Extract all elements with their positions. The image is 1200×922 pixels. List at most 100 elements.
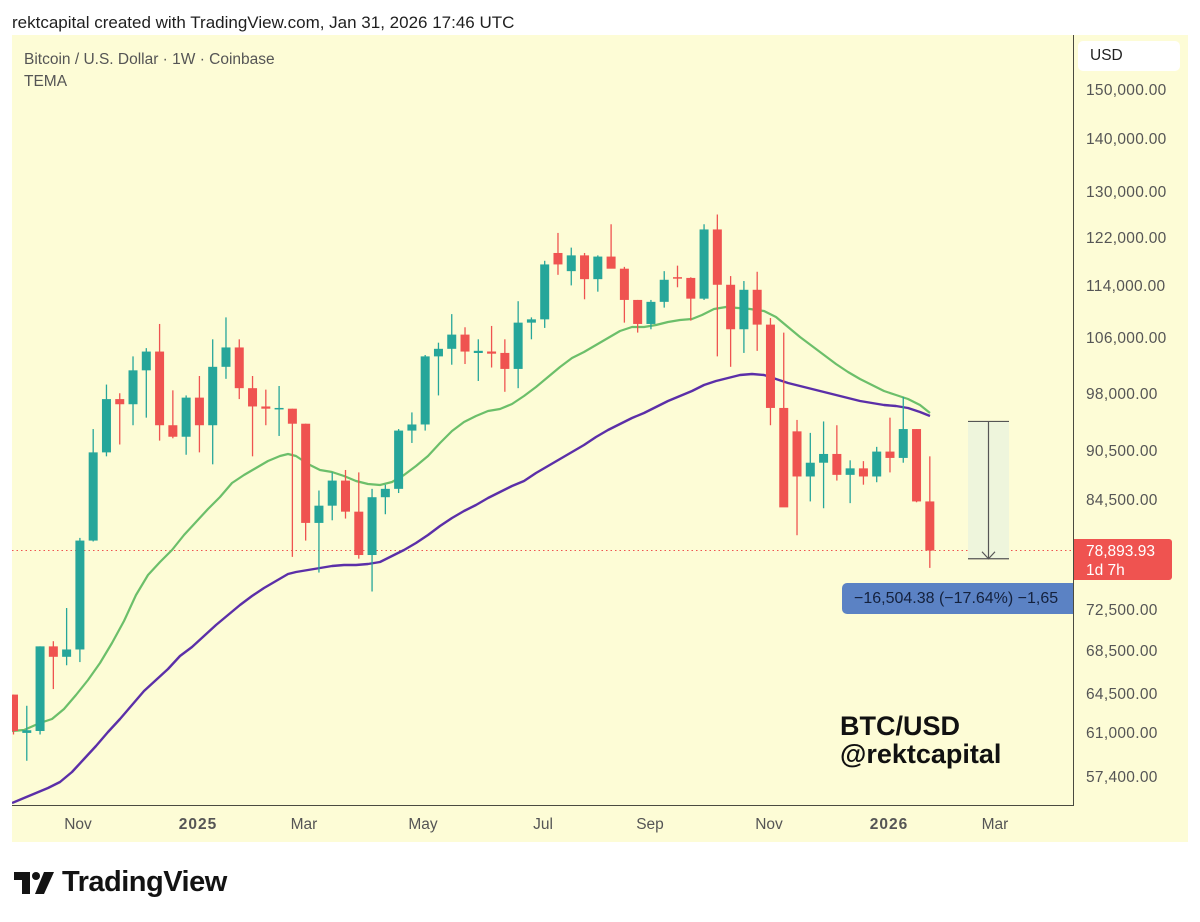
candle[interactable] [619, 266, 629, 323]
candle[interactable] [155, 323, 165, 441]
candle-body [619, 268, 629, 300]
candle[interactable] [115, 393, 125, 445]
candle[interactable] [62, 608, 72, 666]
candle[interactable] [75, 537, 85, 663]
candle[interactable] [765, 318, 775, 426]
candle-body [487, 351, 497, 354]
candle-body [805, 462, 815, 477]
candle[interactable] [248, 375, 258, 457]
candle[interactable] [686, 277, 696, 321]
currency-button[interactable]: USD [1078, 41, 1180, 71]
candle-body [367, 497, 377, 556]
symbol-legend[interactable]: Bitcoin / U.S. Dollar · 1W · Coinbase [24, 51, 275, 68]
candle[interactable] [752, 271, 762, 351]
candle[interactable] [367, 488, 377, 592]
candle[interactable] [234, 339, 244, 400]
candle[interactable] [593, 255, 603, 292]
candle[interactable] [566, 247, 576, 286]
candlestick-chart[interactable] [12, 35, 1073, 805]
candle[interactable] [221, 317, 231, 379]
candle[interactable] [341, 469, 350, 519]
candle[interactable] [885, 417, 895, 473]
tema-fast-line [12, 305, 931, 733]
candle[interactable] [580, 252, 590, 300]
candle[interactable] [48, 641, 58, 690]
candle[interactable] [354, 472, 364, 559]
candle[interactable] [128, 356, 138, 426]
candle[interactable] [88, 429, 98, 542]
candle[interactable] [314, 490, 324, 573]
candle[interactable] [181, 395, 191, 455]
candle[interactable] [380, 484, 390, 515]
price-axis[interactable]: 150,000.00 140,000.00 130,000.00 122,000.00… [1074, 35, 1188, 805]
time-axis[interactable]: Nov 2025 Mar May Jul Sep Nov 2026 Mar [12, 806, 1073, 842]
candle[interactable] [819, 421, 829, 509]
candle[interactable] [832, 425, 842, 481]
candle[interactable] [22, 705, 32, 761]
candle[interactable] [407, 412, 417, 443]
candle-body [12, 694, 18, 731]
candle-body [606, 256, 616, 269]
candle[interactable] [553, 232, 563, 275]
candle[interactable] [739, 281, 749, 353]
candle[interactable] [858, 461, 868, 485]
candle-body [513, 322, 523, 369]
candle[interactable] [673, 265, 682, 288]
chart-caption: rektcapital created with TradingView.com… [12, 13, 515, 32]
price-axis-label: 98,000.00 [1086, 386, 1158, 404]
candle[interactable] [447, 314, 457, 365]
candle[interactable] [633, 299, 643, 333]
candle[interactable] [327, 472, 337, 521]
candle[interactable] [261, 389, 271, 426]
candle[interactable] [646, 299, 656, 330]
candle[interactable] [712, 214, 722, 357]
candle[interactable] [487, 325, 497, 368]
candle[interactable] [805, 432, 815, 502]
candle[interactable] [473, 339, 483, 381]
candle[interactable] [420, 354, 430, 431]
candle[interactable] [526, 317, 536, 340]
plot-area[interactable]: Bitcoin / U.S. Dollar · 1W · Coinbase TE… [12, 35, 1074, 806]
candle[interactable] [779, 332, 789, 508]
candle-body [885, 451, 895, 458]
candle[interactable] [194, 375, 204, 453]
candle-body [394, 430, 404, 489]
indicator-legend[interactable]: TEMA [24, 73, 68, 90]
candle-body [593, 256, 603, 280]
candle[interactable] [301, 423, 311, 541]
candle-body [115, 399, 125, 405]
candle[interactable] [101, 384, 111, 457]
candle[interactable] [460, 327, 470, 365]
price-axis-label: 68,500.00 [1086, 642, 1158, 660]
candle[interactable] [845, 460, 855, 504]
candle-body [22, 730, 32, 733]
candle[interactable] [141, 348, 151, 418]
candle[interactable] [898, 396, 908, 463]
candle-body [792, 431, 802, 477]
candle[interactable] [168, 390, 178, 439]
candle[interactable] [287, 408, 297, 557]
candle[interactable] [35, 646, 45, 735]
candle[interactable] [726, 276, 736, 367]
last-price-tag: 78,893.93 1d 7h [1074, 539, 1172, 580]
candle-body [248, 388, 258, 407]
candle[interactable] [606, 224, 616, 269]
candle-body [673, 277, 682, 279]
candle[interactable] [208, 339, 218, 465]
candle[interactable] [659, 271, 669, 308]
candle[interactable] [912, 429, 922, 503]
candle[interactable] [394, 429, 404, 494]
candle[interactable] [12, 694, 18, 735]
candle-body [208, 366, 218, 426]
price-axis-label: 57,400.00 [1086, 769, 1158, 786]
candle[interactable] [433, 342, 443, 396]
candle[interactable] [792, 419, 802, 536]
candle[interactable] [872, 446, 882, 483]
candle[interactable] [500, 339, 510, 392]
candle[interactable] [274, 386, 284, 436]
candle[interactable] [540, 260, 550, 328]
candle[interactable] [699, 224, 709, 300]
candle-body [726, 284, 736, 330]
candle[interactable] [513, 301, 523, 389]
candle[interactable] [925, 456, 935, 568]
